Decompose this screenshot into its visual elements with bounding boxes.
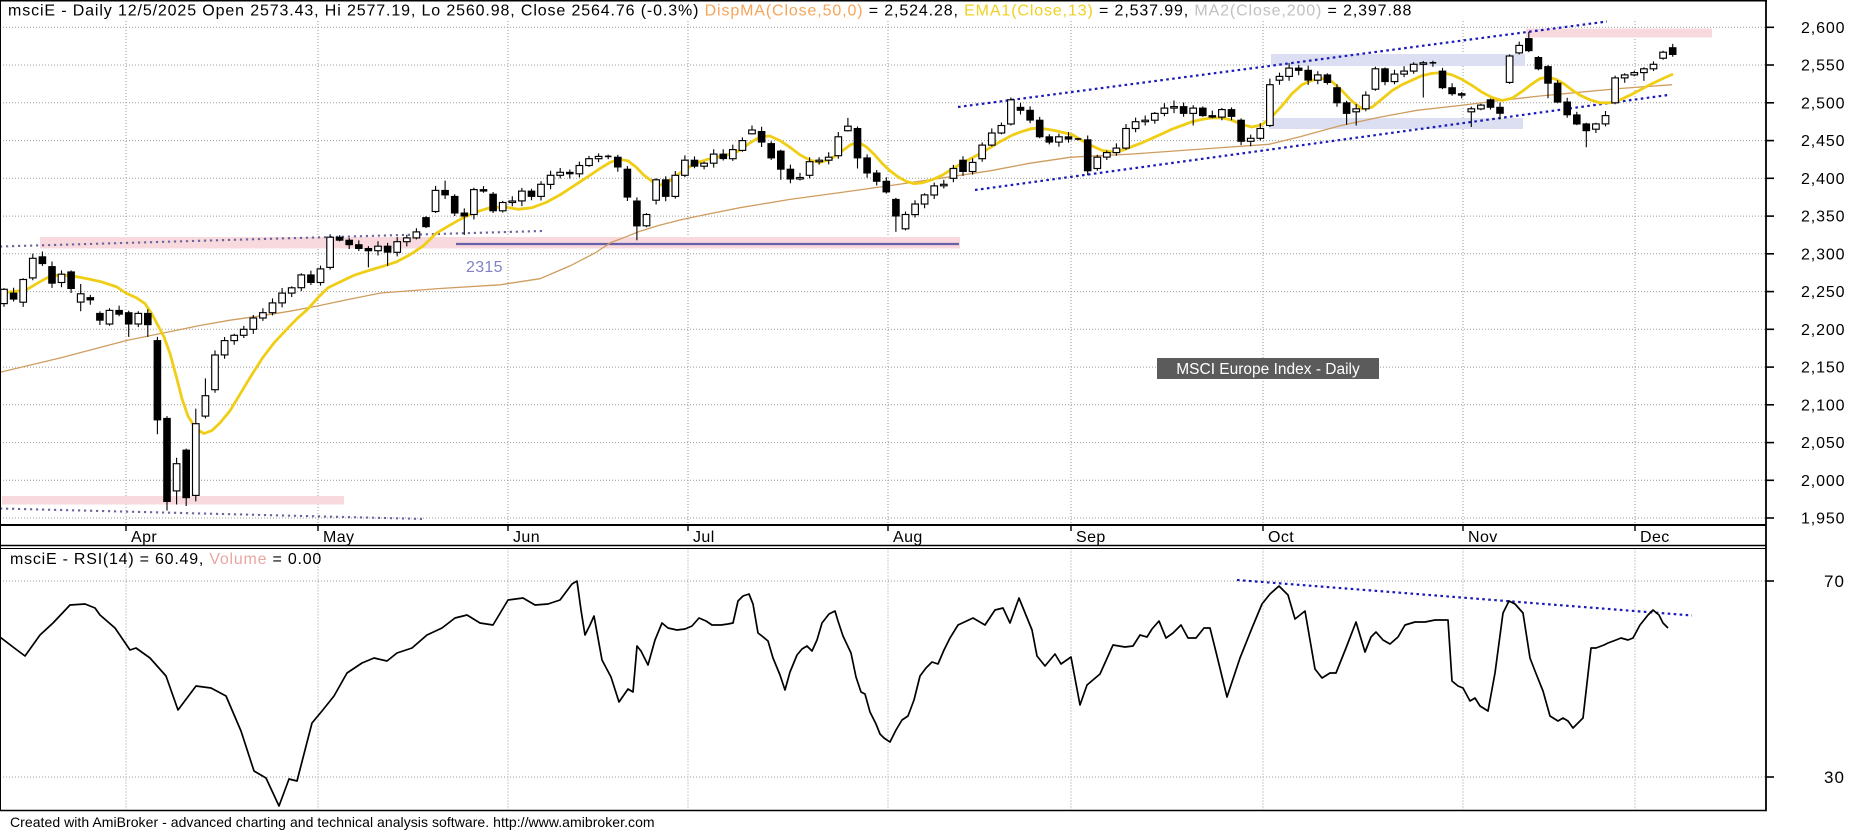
- svg-text:Created with AmiBroker - advan: Created with AmiBroker - advanced charti…: [10, 814, 655, 830]
- svg-text:2,400: 2,400: [1801, 171, 1845, 188]
- svg-text:2,550: 2,550: [1801, 58, 1845, 75]
- svg-text:2,500: 2,500: [1801, 95, 1845, 112]
- svg-text:Jun: Jun: [513, 529, 540, 546]
- svg-text:2,350: 2,350: [1801, 209, 1845, 226]
- svg-text:Nov: Nov: [1468, 529, 1498, 546]
- svg-text:MSCI Europe Index - Daily: MSCI Europe Index - Daily: [1176, 361, 1360, 378]
- svg-text:2,200: 2,200: [1801, 322, 1845, 339]
- svg-text:2,050: 2,050: [1801, 435, 1845, 452]
- svg-text:2,250: 2,250: [1801, 284, 1845, 301]
- svg-text:Aug: Aug: [893, 529, 923, 546]
- svg-text:1,950: 1,950: [1801, 511, 1845, 528]
- svg-text:Oct: Oct: [1268, 529, 1294, 546]
- svg-text:2,300: 2,300: [1801, 246, 1845, 263]
- svg-text:Dec: Dec: [1640, 529, 1670, 546]
- svg-text:2,150: 2,150: [1801, 360, 1845, 377]
- svg-text:msciE - RSI(14) = 60.49, Volum: msciE - RSI(14) = 60.49, Volume = 0.00: [10, 551, 322, 568]
- svg-text:2,450: 2,450: [1801, 133, 1845, 150]
- svg-text:Apr: Apr: [131, 529, 157, 546]
- svg-text:2,000: 2,000: [1801, 473, 1845, 490]
- svg-text:70: 70: [1824, 572, 1845, 591]
- svg-text:msciE - Daily 12/5/2025 Open 2: msciE - Daily 12/5/2025 Open 2573.43, Hi…: [8, 3, 1412, 20]
- svg-text:May: May: [323, 529, 354, 546]
- svg-text:2,100: 2,100: [1801, 397, 1845, 414]
- svg-text:2315: 2315: [466, 259, 503, 276]
- svg-text:30: 30: [1824, 768, 1845, 787]
- svg-text:2,600: 2,600: [1801, 20, 1845, 37]
- svg-text:Jul: Jul: [693, 529, 715, 546]
- svg-text:Sep: Sep: [1076, 529, 1106, 546]
